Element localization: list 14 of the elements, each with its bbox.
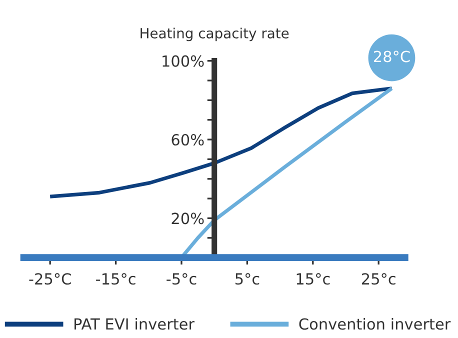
- line-series: [48, 86, 394, 198]
- legend-label: PAT EVI inverter: [74, 318, 195, 330]
- x-tick-label: -15°c: [96, 273, 136, 285]
- y-tick-label: 100%: [162, 55, 204, 67]
- x-tick-label: 15°c: [296, 273, 330, 285]
- y-axis-title: Heating capacity rate: [140, 28, 289, 42]
- x-tick-label: -5°c: [166, 273, 196, 285]
- legend-label: Convention inverter: [299, 318, 451, 330]
- x-tick-label: 5°c: [235, 273, 260, 285]
- y-tick-label: 60%: [172, 134, 204, 146]
- y-tick-label: 20%: [172, 212, 204, 224]
- x-tick-label: 25°c: [362, 273, 396, 285]
- x-tick-label: -25°C: [29, 273, 71, 285]
- annotation: 28°C: [374, 50, 410, 62]
